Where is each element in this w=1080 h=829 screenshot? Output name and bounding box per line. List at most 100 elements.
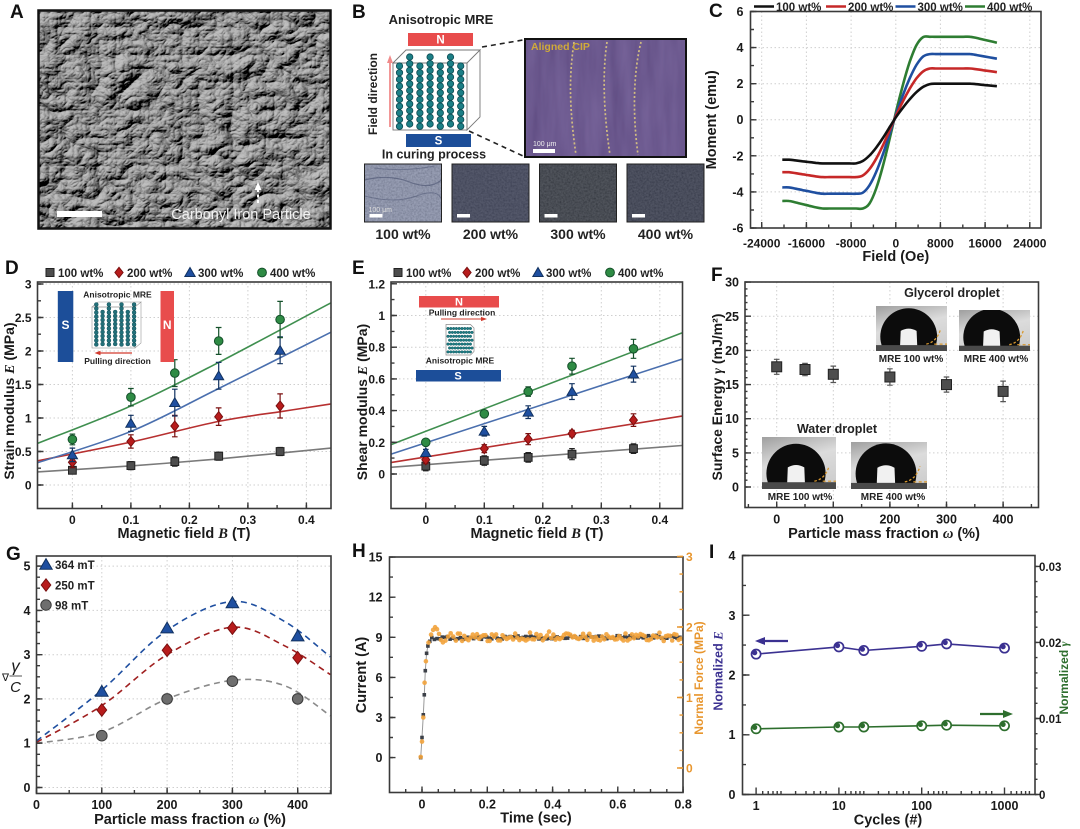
svg-text:C: C — [709, 1, 723, 22]
svg-text:2: 2 — [737, 77, 744, 91]
svg-text:MRE 100 wt%: MRE 100 wt% — [879, 354, 944, 365]
svg-text:D: D — [5, 258, 19, 279]
svg-text:15: 15 — [369, 551, 383, 565]
svg-text:H: H — [352, 541, 366, 562]
svg-text:0: 0 — [737, 113, 744, 127]
svg-text:1.5: 1.5 — [15, 378, 32, 392]
svg-text:Particle mass fraction ω (%): Particle mass fraction ω (%) — [788, 526, 980, 542]
svg-text:0.8: 0.8 — [674, 798, 691, 812]
svg-text:400 wt%: 400 wt% — [270, 268, 315, 280]
svg-text:-4: -4 — [732, 185, 743, 199]
svg-text:100: 100 — [823, 513, 844, 527]
svg-text:0: 0 — [378, 468, 385, 482]
svg-text:0: 0 — [69, 513, 76, 527]
svg-text:0.2: 0.2 — [479, 798, 496, 812]
svg-text:100 wt%: 100 wt% — [776, 2, 821, 14]
svg-text:-8000: -8000 — [836, 237, 867, 251]
svg-text:MRE 100 wt%: MRE 100 wt% — [768, 492, 833, 503]
svg-text:1: 1 — [729, 728, 736, 742]
svg-text:Shear modulus E (MPa): Shear modulus E (MPa) — [354, 324, 371, 480]
svg-text:16000: 16000 — [968, 237, 1002, 251]
svg-text:1000: 1000 — [991, 799, 1019, 813]
svg-text:Normalized E: Normalized E — [712, 631, 726, 710]
svg-text:0.2: 0.2 — [181, 513, 198, 527]
svg-text:Water droplet: Water droplet — [797, 422, 878, 436]
svg-text:200: 200 — [157, 798, 178, 812]
svg-text:0.8: 0.8 — [368, 341, 385, 355]
svg-text:0.2: 0.2 — [534, 513, 551, 527]
svg-text:0.3: 0.3 — [593, 513, 610, 527]
svg-text:300 wt%: 300 wt% — [918, 2, 963, 14]
svg-text:200 wt%: 200 wt% — [463, 226, 519, 242]
svg-text:0: 0 — [376, 751, 383, 765]
svg-text:0: 0 — [25, 479, 32, 493]
svg-text:400: 400 — [993, 513, 1014, 527]
svg-text:Strain modulus E (MPa): Strain modulus E (MPa) — [1, 322, 18, 479]
svg-text:3: 3 — [729, 609, 736, 623]
svg-text:0: 0 — [422, 513, 429, 527]
svg-text:1: 1 — [25, 412, 32, 426]
svg-text:Aligned CIP: Aligned CIP — [531, 41, 590, 53]
svg-text:Anisotropic MRE: Anisotropic MRE — [426, 356, 495, 366]
svg-text:In curing process: In curing process — [382, 148, 486, 162]
svg-text:3: 3 — [376, 711, 383, 725]
svg-text:0.4: 0.4 — [544, 798, 561, 812]
svg-text:200 wt%: 200 wt% — [127, 268, 172, 280]
svg-text:-16000: -16000 — [788, 237, 826, 251]
svg-text:4: 4 — [24, 604, 31, 618]
svg-text:Normal Force (MPa): Normal Force (MPa) — [692, 621, 706, 734]
svg-text:I: I — [709, 542, 714, 563]
svg-text:3: 3 — [25, 278, 32, 292]
svg-text:F: F — [711, 265, 723, 286]
svg-text:5: 5 — [24, 560, 31, 574]
svg-text:C: C — [10, 679, 21, 696]
svg-text:Normalized γ: Normalized γ — [1057, 641, 1071, 714]
svg-text:100 μm: 100 μm — [533, 141, 557, 148]
svg-text:0.6: 0.6 — [609, 798, 626, 812]
svg-text:Pulling direction: Pulling direction — [84, 356, 151, 366]
svg-text:2: 2 — [24, 692, 31, 706]
svg-text:-24000: -24000 — [743, 237, 781, 251]
svg-text:364 mT: 364 mT — [55, 560, 95, 572]
svg-text:S: S — [454, 371, 461, 383]
svg-text:1: 1 — [753, 799, 760, 813]
svg-text:300 wt%: 300 wt% — [198, 268, 243, 280]
svg-text:3: 3 — [24, 648, 31, 662]
svg-text:S: S — [435, 136, 443, 148]
svg-text:S: S — [61, 318, 69, 332]
svg-text:5: 5 — [732, 446, 739, 460]
svg-text:0.2: 0.2 — [368, 436, 385, 450]
svg-text:0.4: 0.4 — [368, 404, 385, 418]
svg-text:Moment (emu): Moment (emu) — [704, 70, 720, 169]
svg-text:0.02: 0.02 — [1039, 638, 1061, 650]
svg-text:300 wt%: 300 wt% — [550, 226, 606, 242]
svg-text:Field (Oe): Field (Oe) — [862, 249, 929, 265]
svg-text:400 wt%: 400 wt% — [638, 226, 694, 242]
svg-text:Current (A): Current (A) — [354, 637, 370, 714]
svg-text:Surface Energy γ (mJ/m²): Surface Energy γ (mJ/m²) — [709, 314, 726, 481]
svg-text:0.4: 0.4 — [651, 513, 668, 527]
svg-text:300: 300 — [936, 513, 957, 527]
svg-text:∇: ∇ — [1, 672, 10, 684]
svg-text:6: 6 — [737, 5, 744, 19]
svg-text:Pulling direction: Pulling direction — [429, 308, 496, 318]
svg-text:100: 100 — [91, 798, 112, 812]
svg-text:30: 30 — [725, 276, 739, 290]
svg-text:γ: γ — [11, 657, 21, 676]
svg-text:0: 0 — [773, 513, 780, 527]
svg-text:Magnetic field B (T): Magnetic field B (T) — [471, 526, 604, 542]
svg-text:4: 4 — [729, 549, 736, 563]
svg-text:4: 4 — [737, 41, 744, 55]
svg-text:200 wt%: 200 wt% — [475, 268, 520, 280]
svg-text:300 wt%: 300 wt% — [546, 268, 591, 280]
svg-text:Magnetic field B (T): Magnetic field B (T) — [118, 526, 251, 542]
svg-text:0.3: 0.3 — [240, 513, 257, 527]
svg-text:1: 1 — [378, 309, 385, 323]
svg-text:N: N — [163, 318, 172, 332]
svg-text:250 mT: 250 mT — [55, 581, 95, 593]
svg-text:10: 10 — [725, 412, 739, 426]
svg-text:Particle mass fraction ω (%): Particle mass fraction ω (%) — [94, 812, 286, 828]
svg-text:15: 15 — [725, 378, 739, 392]
svg-text:Anisotropic MRE: Anisotropic MRE — [83, 290, 152, 300]
svg-text:98 mT: 98 mT — [55, 601, 88, 613]
